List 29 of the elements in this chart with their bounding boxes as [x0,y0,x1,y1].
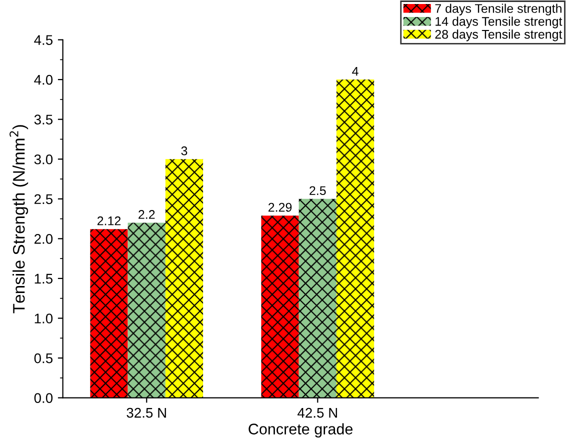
text: 0.5 [34,353,53,364]
y-axis-title: Tensile Strength (N/mm$^{2}$) [10,125,28,314]
data-label: 4 [352,66,358,76]
data-label: 2.2 [138,210,155,219]
text: 3.5 [34,114,53,125]
text: 0.0 [34,393,53,403]
data-label: 2.12 [97,216,121,226]
text: 4.5 [34,35,53,45]
bar [128,222,166,398]
legend-label: 28 days Tensile strengt [435,30,562,42]
data-label: 2.29 [268,202,292,212]
bar [165,159,204,398]
data-label: 2.5 [310,186,326,196]
text: 1.0 [34,314,53,324]
bar [90,229,128,398]
text: 4.0 [34,74,53,85]
legend-label: 14 days Tensile strengt [436,16,562,28]
bar [298,198,336,398]
legend-label: 7 days Tensile strength [435,4,562,16]
text: 3.0 [34,154,53,164]
text: 2.5 [34,194,53,204]
bar [336,80,374,398]
bar [261,216,299,398]
text: 1.5 [34,274,53,284]
data-label: 3 [181,146,188,156]
text: 2.0 [34,234,53,244]
x-tick-label: 42.5 N [298,408,337,418]
x-axis-title: Concrete grade [248,423,353,438]
x-tick-label: 32.5 N [126,408,166,418]
